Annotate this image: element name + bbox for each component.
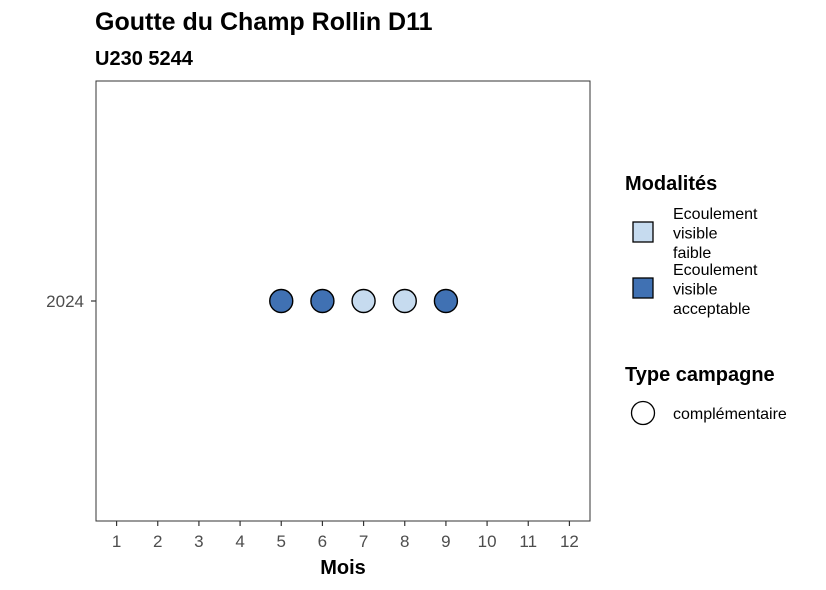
data-point <box>310 288 335 314</box>
x-tick-label: 12 <box>560 532 579 551</box>
x-axis: 1 2 3 4 5 6 7 8 9 10 11 12 <box>112 521 579 551</box>
x-tick-label: 4 <box>235 532 244 551</box>
legend: ModalitésEcoulementvisiblefaibleEcouleme… <box>625 173 787 426</box>
legend-label: visible <box>673 282 718 299</box>
legend-label: Ecoulement <box>673 262 758 279</box>
y-tick-label: 2024 <box>46 292 84 311</box>
data-point <box>433 288 459 314</box>
legend-label: acceptable <box>673 301 750 318</box>
legend-title-modalites: Modalités <box>625 173 717 195</box>
legend-label: complémentaire <box>673 406 787 423</box>
chart-subtitle: U230 5244 <box>95 48 194 70</box>
x-tick-label: 2 <box>153 532 162 551</box>
data-point <box>351 288 376 314</box>
legend-key <box>630 400 656 426</box>
legend-title-type-campagne: Type campagne <box>625 364 775 386</box>
legend-key <box>632 277 654 299</box>
data-points <box>269 288 459 314</box>
x-tick-label: 8 <box>400 532 409 551</box>
x-tick-label: 10 <box>478 532 497 551</box>
legend-label: Ecoulement <box>673 206 758 223</box>
x-tick-label: 11 <box>519 532 537 551</box>
legend-key <box>632 221 654 243</box>
x-tick-label: 6 <box>318 532 327 551</box>
x-tick-label: 5 <box>277 532 286 551</box>
legend-label: faible <box>673 245 711 262</box>
plot-panel <box>95 80 591 522</box>
x-tick-label: 3 <box>194 532 203 551</box>
legend-label: visible <box>673 226 718 243</box>
chart-title: Goutte du Champ Rollin D11 <box>95 8 433 36</box>
y-axis: 2024 <box>46 292 96 311</box>
data-point <box>269 288 294 314</box>
x-axis-title: Mois <box>320 557 366 579</box>
x-tick-label: 9 <box>441 532 450 551</box>
x-tick-label: 1 <box>112 532 121 551</box>
data-point <box>392 288 417 314</box>
x-tick-label: 7 <box>359 532 368 551</box>
